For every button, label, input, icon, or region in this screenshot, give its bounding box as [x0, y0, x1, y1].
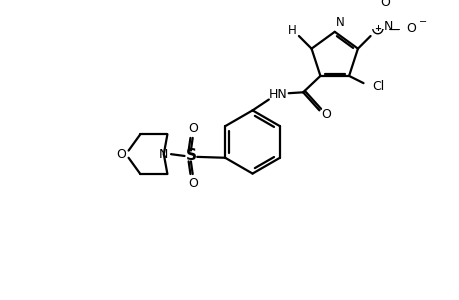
Text: O: O: [187, 122, 197, 135]
Text: O: O: [379, 0, 389, 9]
Text: H: H: [288, 24, 297, 37]
Text: N: N: [159, 148, 168, 161]
Text: O: O: [187, 177, 197, 190]
Text: +: +: [374, 24, 381, 33]
Text: N: N: [335, 16, 344, 29]
Text: Cl: Cl: [371, 80, 383, 93]
Polygon shape: [372, 24, 382, 34]
Text: N: N: [383, 20, 392, 34]
Text: O: O: [321, 108, 331, 122]
Text: O: O: [116, 148, 126, 161]
Text: S: S: [185, 148, 196, 164]
Polygon shape: [418, 17, 426, 26]
Text: −: −: [418, 16, 426, 27]
Text: HN: HN: [268, 88, 286, 100]
Text: O: O: [405, 22, 415, 35]
